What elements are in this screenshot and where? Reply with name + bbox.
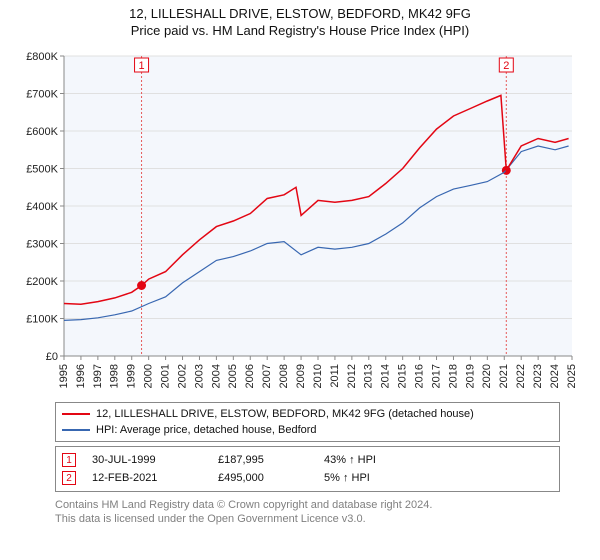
legend-row-1: 12, LILLESHALL DRIVE, ELSTOW, BEDFORD, M… [62, 406, 553, 422]
footer-line-1: Contains HM Land Registry data © Crown c… [55, 498, 560, 512]
svg-text:1996: 1996 [75, 364, 87, 388]
svg-text:2013: 2013 [363, 364, 375, 388]
event-date-2: 12-FEB-2021 [92, 472, 202, 484]
svg-text:2017: 2017 [430, 364, 442, 388]
svg-text:£500K: £500K [26, 164, 58, 176]
legend-swatch-1 [62, 413, 90, 415]
svg-text:2: 2 [503, 60, 509, 72]
event-price-1: £187,995 [218, 454, 308, 466]
svg-text:£400K: £400K [26, 201, 58, 213]
svg-text:£100K: £100K [26, 314, 58, 326]
chart-title-block: 12, LILLESHALL DRIVE, ELSTOW, BEDFORD, M… [0, 0, 600, 40]
event-row-1: 1 30-JUL-1999 £187,995 43% ↑ HPI [62, 451, 553, 469]
chart-container: £0 £100K £200K £300K £400K £500K £600K £700K £80… [18, 46, 582, 396]
svg-text:1: 1 [138, 60, 144, 72]
svg-text:2014: 2014 [380, 364, 392, 388]
line-chart: £0 £100K £200K £300K £400K £500K £600K £700K £80… [18, 46, 582, 396]
svg-text:2010: 2010 [312, 364, 324, 388]
svg-text:2001: 2001 [160, 364, 172, 388]
svg-text:2020: 2020 [481, 364, 493, 388]
event-table: 1 30-JUL-1999 £187,995 43% ↑ HPI 2 12-FE… [55, 446, 560, 492]
event-date-1: 30-JUL-1999 [92, 454, 202, 466]
svg-text:2011: 2011 [329, 364, 341, 388]
svg-text:2003: 2003 [193, 364, 205, 388]
svg-text:2022: 2022 [515, 364, 527, 388]
svg-text:2024: 2024 [549, 364, 561, 388]
svg-text:2019: 2019 [464, 364, 476, 388]
event-price-2: £495,000 [218, 472, 308, 484]
legend-swatch-2 [62, 429, 90, 431]
svg-text:2004: 2004 [210, 364, 222, 388]
svg-text:2009: 2009 [295, 364, 307, 388]
event-pct-1: 43% ↑ HPI [324, 454, 376, 466]
svg-text:2025: 2025 [566, 364, 578, 388]
chart-title-sub: Price paid vs. HM Land Registry's House … [10, 23, 590, 38]
svg-text:£800K: £800K [26, 51, 58, 63]
svg-text:2005: 2005 [227, 364, 239, 388]
svg-text:1999: 1999 [126, 364, 138, 388]
svg-text:£600K: £600K [26, 126, 58, 138]
svg-text:2008: 2008 [278, 364, 290, 388]
svg-text:2006: 2006 [244, 364, 256, 388]
svg-text:£700K: £700K [26, 89, 58, 101]
svg-text:2016: 2016 [414, 364, 426, 388]
event-marker-2: 2 [62, 471, 76, 485]
svg-text:£0: £0 [46, 351, 58, 363]
svg-text:2021: 2021 [498, 364, 510, 388]
event-pct-2: 5% ↑ HPI [324, 472, 370, 484]
svg-text:2018: 2018 [447, 364, 459, 388]
event-row-2: 2 12-FEB-2021 £495,000 5% ↑ HPI [62, 469, 553, 487]
legend-label-2: HPI: Average price, detached house, Bedf… [96, 424, 317, 436]
event-marker-1: 1 [62, 453, 76, 467]
svg-text:£300K: £300K [26, 239, 58, 251]
svg-text:1995: 1995 [58, 364, 70, 388]
svg-text:2002: 2002 [176, 364, 188, 388]
svg-text:1998: 1998 [109, 364, 121, 388]
svg-text:2012: 2012 [346, 364, 358, 388]
legend-label-1: 12, LILLESHALL DRIVE, ELSTOW, BEDFORD, M… [96, 408, 474, 420]
attribution-footer: Contains HM Land Registry data © Crown c… [55, 498, 560, 527]
svg-text:2000: 2000 [143, 364, 155, 388]
svg-text:1997: 1997 [92, 364, 104, 388]
svg-text:2015: 2015 [397, 364, 409, 388]
legend: 12, LILLESHALL DRIVE, ELSTOW, BEDFORD, M… [55, 402, 560, 442]
chart-title-main: 12, LILLESHALL DRIVE, ELSTOW, BEDFORD, M… [10, 6, 590, 21]
svg-text:£200K: £200K [26, 276, 58, 288]
svg-text:2007: 2007 [261, 364, 273, 388]
svg-text:2023: 2023 [532, 364, 544, 388]
footer-line-2: This data is licensed under the Open Gov… [55, 512, 560, 526]
legend-row-2: HPI: Average price, detached house, Bedf… [62, 422, 553, 438]
